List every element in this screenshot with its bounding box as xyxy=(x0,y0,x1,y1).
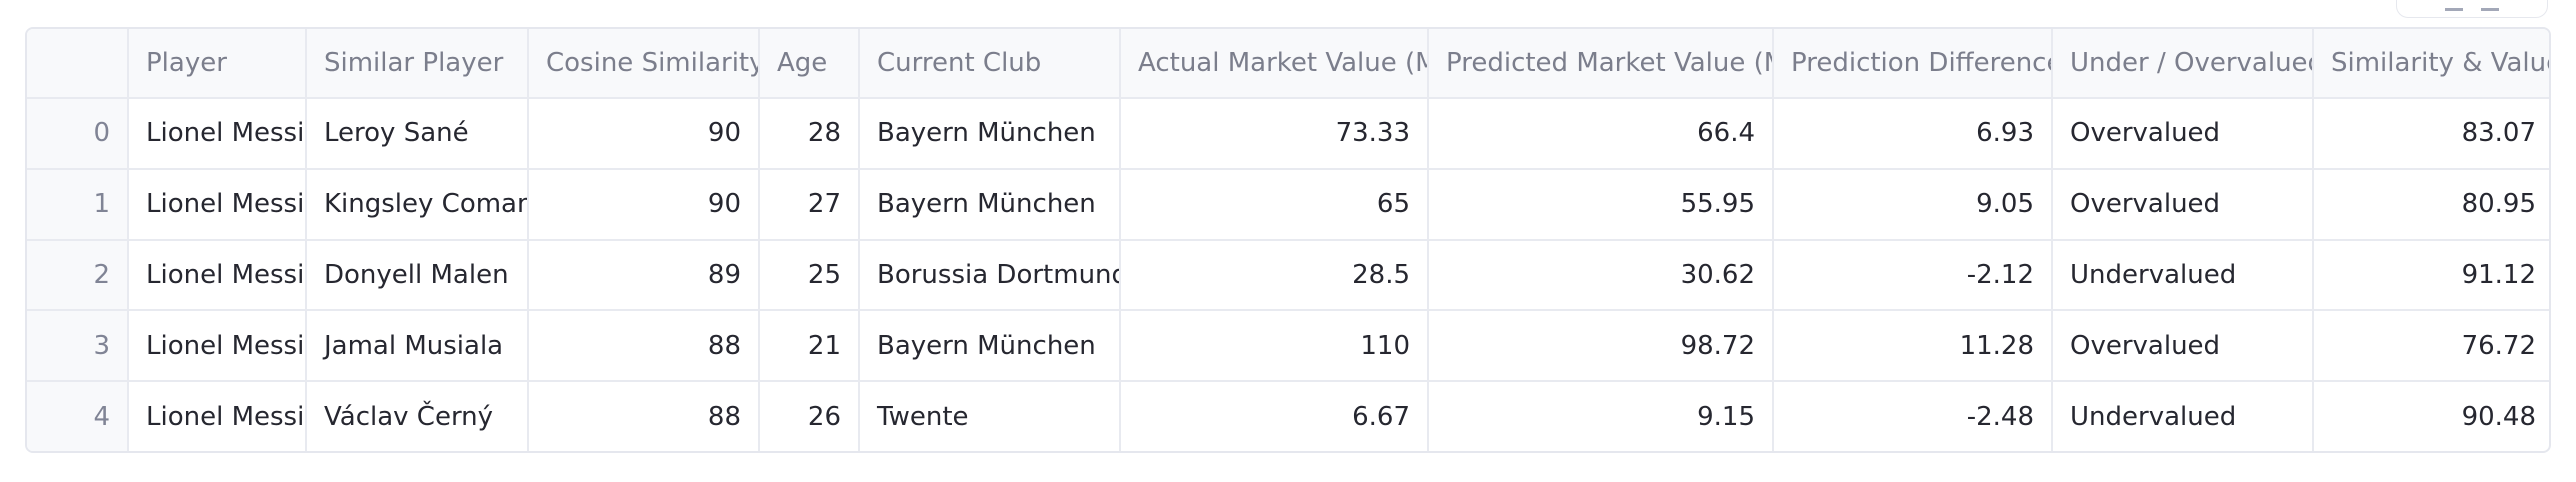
cosine-similarity-cell[interactable]: 88 xyxy=(528,381,760,451)
similarity-value-cell[interactable]: 76.72 xyxy=(2313,310,2549,383)
data-table: Player Similar Player Cosine Similarity … xyxy=(27,29,2549,451)
prediction-difference-cell[interactable]: 11.28 xyxy=(1773,310,2053,383)
similarity-value-cell[interactable]: 80.95 xyxy=(2313,168,2549,241)
under-overvalued-cell[interactable]: Overvalued xyxy=(2052,98,2314,170)
under-overvalued-cell[interactable]: Overvalued xyxy=(2052,310,2314,383)
column-header-index[interactable] xyxy=(27,29,129,99)
column-header-similarity-value[interactable]: Similarity & Value xyxy=(2313,29,2549,99)
similar-player-cell[interactable]: Leroy Sané xyxy=(306,98,529,170)
age-cell[interactable]: 21 xyxy=(759,310,860,383)
player-cell[interactable]: Lionel Messi xyxy=(128,98,307,170)
current-club-cell[interactable]: Twente xyxy=(859,381,1121,451)
predicted-market-value-cell[interactable]: 66.4 xyxy=(1428,98,1774,170)
current-club-cell[interactable]: Bayern München xyxy=(859,168,1121,241)
row-index-cell[interactable]: 2 xyxy=(27,239,129,312)
cosine-similarity-cell[interactable]: 89 xyxy=(528,239,760,312)
predicted-market-value-cell[interactable]: 9.15 xyxy=(1428,381,1774,451)
current-club-cell[interactable]: Bayern München xyxy=(859,310,1121,383)
table-row: 2 Lionel Messi Donyell Malen 89 25 Borus… xyxy=(27,239,2549,312)
prediction-difference-cell[interactable]: -2.12 xyxy=(1773,239,2053,312)
prediction-difference-cell[interactable]: 6.93 xyxy=(1773,98,2053,170)
similar-player-cell[interactable]: Václav Černý xyxy=(306,381,529,451)
cosine-similarity-cell[interactable]: 90 xyxy=(528,98,760,170)
column-header-age[interactable]: Age xyxy=(759,29,860,99)
column-header-predicted-market-value[interactable]: Predicted Market Value (M) xyxy=(1428,29,1774,99)
row-index-cell[interactable]: 4 xyxy=(27,381,129,451)
actual-market-value-cell[interactable]: 73.33 xyxy=(1120,98,1429,170)
prediction-difference-cell[interactable]: 9.05 xyxy=(1773,168,2053,241)
predicted-market-value-cell[interactable]: 98.72 xyxy=(1428,310,1774,383)
row-index-cell[interactable]: 0 xyxy=(27,98,129,170)
header-row: Player Similar Player Cosine Similarity … xyxy=(27,29,2549,99)
age-cell[interactable]: 25 xyxy=(759,239,860,312)
under-overvalued-cell[interactable]: Overvalued xyxy=(2052,168,2314,241)
table-row: 4 Lionel Messi Václav Černý 88 26 Twente… xyxy=(27,381,2549,451)
similarity-value-cell[interactable]: 90.48 xyxy=(2461,401,2536,432)
predicted-market-value-cell[interactable]: 30.62 xyxy=(1428,239,1774,312)
age-cell[interactable]: 27 xyxy=(759,168,860,241)
current-club-cell[interactable]: Borussia Dortmund xyxy=(859,239,1121,312)
similar-player-cell[interactable]: Kingsley Coman xyxy=(306,168,529,241)
age-cell[interactable]: 28 xyxy=(759,98,860,170)
under-overvalued-cell[interactable]: Undervalued xyxy=(2052,239,2314,312)
similarity-value-cell[interactable]: 91.12 xyxy=(2313,239,2549,312)
table-toolbar xyxy=(2396,0,2548,18)
player-cell[interactable]: Lionel Messi xyxy=(128,239,307,312)
table-row: 1 Lionel Messi Kingsley Coman 90 27 Baye… xyxy=(27,168,2549,241)
similar-player-cell[interactable]: Donyell Malen xyxy=(306,239,529,312)
search-icon[interactable] xyxy=(2481,4,2499,11)
predicted-market-value-cell[interactable]: 55.95 xyxy=(1428,168,1774,241)
column-header-cosine-similarity[interactable]: Cosine Similarity xyxy=(528,29,760,99)
cosine-similarity-cell[interactable]: 90 xyxy=(528,168,760,241)
similarity-value-cell[interactable]: 83.07 xyxy=(2313,98,2549,170)
under-overvalued-cell[interactable]: Undervalued xyxy=(2052,381,2314,451)
table-row: 0 Lionel Messi Leroy Sané 90 28 Bayern M… xyxy=(27,98,2549,170)
actual-market-value-cell[interactable]: 28.5 xyxy=(1120,239,1429,312)
player-cell[interactable]: Lionel Messi xyxy=(128,168,307,241)
data-grid: Player Similar Player Cosine Similarity … xyxy=(25,27,2551,453)
column-header-under-overvalued[interactable]: Under / Overvalued xyxy=(2052,29,2314,99)
actual-market-value-cell[interactable]: 65 xyxy=(1120,168,1429,241)
row-index-cell[interactable]: 1 xyxy=(27,168,129,241)
actual-market-value-cell[interactable]: 110 xyxy=(1120,310,1429,383)
column-header-player[interactable]: Player xyxy=(128,29,307,99)
similar-player-cell[interactable]: Jamal Musiala xyxy=(306,310,529,383)
row-index-cell[interactable]: 3 xyxy=(27,310,129,383)
age-cell[interactable]: 26 xyxy=(759,381,860,451)
table-row: 3 Lionel Messi Jamal Musiala 88 21 Bayer… xyxy=(27,310,2549,383)
column-header-actual-market-value[interactable]: Actual Market Value (M) xyxy=(1120,29,1429,99)
column-header-similar-player[interactable]: Similar Player xyxy=(306,29,529,99)
cosine-similarity-cell[interactable]: 88 xyxy=(528,310,760,383)
prediction-difference-cell[interactable]: -2.48 xyxy=(1773,381,2053,451)
actual-market-value-cell[interactable]: 6.67 xyxy=(1120,381,1429,451)
current-club-cell[interactable]: Bayern München xyxy=(859,98,1121,170)
player-cell[interactable]: Lionel Messi xyxy=(128,381,307,451)
download-icon[interactable] xyxy=(2445,4,2463,11)
column-header-current-club[interactable]: Current Club xyxy=(859,29,1121,99)
player-cell[interactable]: Lionel Messi xyxy=(128,310,307,383)
column-header-prediction-difference[interactable]: Prediction Difference xyxy=(1773,29,2053,99)
